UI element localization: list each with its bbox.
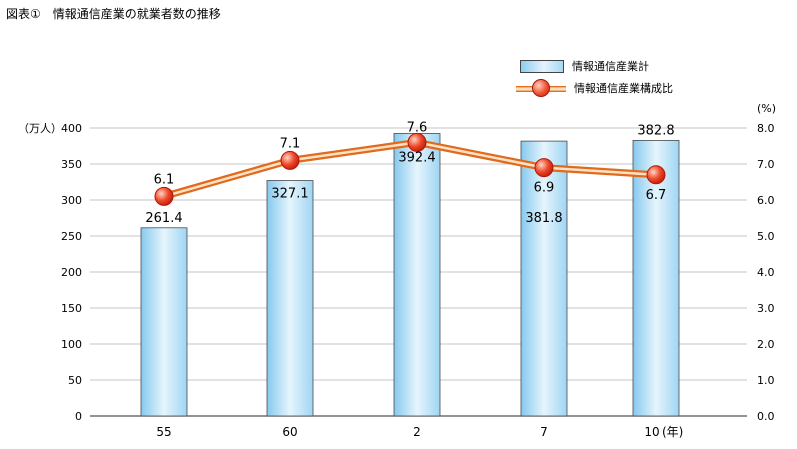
y-right-tick-label: 6.0: [757, 194, 775, 207]
y-left-tick-label: 0: [75, 410, 82, 423]
y-right-tick-label: 7.0: [757, 158, 775, 171]
x-tick-label: 2: [413, 425, 421, 439]
legend-label-bar: 情報通信産業計: [572, 60, 649, 73]
line-data-label: 7.6: [407, 120, 428, 135]
y-right-tick-label: 0.0: [757, 410, 775, 423]
legend-item-line: 情報通信産業構成比: [516, 79, 673, 97]
y-right-tick-label: 4.0: [757, 266, 775, 279]
bar-data-label: 392.4: [398, 150, 435, 165]
legend-item-bar: 情報通信産業計: [520, 58, 649, 74]
bar: [520, 140, 568, 417]
bar: [266, 180, 314, 417]
legend-bar-swatch: [520, 59, 564, 73]
chart-title: 図表① 情報通信産業の就業者数の推移: [6, 7, 221, 21]
y-right-unit: (%): [757, 102, 776, 115]
line-marker: [407, 132, 427, 152]
y-left-tick-label: 300: [61, 194, 82, 207]
y-left-tick-label: 250: [61, 230, 82, 243]
y-right-tick-label: 5.0: [757, 230, 775, 243]
line-data-label: 6.9: [534, 181, 555, 196]
bar: [632, 139, 680, 417]
y-left-tick-label: 400: [61, 122, 82, 135]
y-left-tick-label: 350: [61, 158, 82, 171]
y-right-tick-label: 8.0: [757, 122, 775, 135]
line-data-label: 7.1: [280, 136, 301, 151]
y-right-tick-label: 3.0: [757, 302, 775, 315]
y-right-tick-label: 1.0: [757, 374, 775, 387]
line-marker: [534, 158, 554, 178]
line-marker: [646, 165, 666, 185]
bar: [140, 227, 188, 417]
bar-data-label: 381.8: [525, 211, 562, 226]
line-data-label: 6.1: [154, 172, 175, 187]
y-left-tick-label: 150: [61, 302, 82, 315]
x-tick-label: 10: [644, 425, 659, 439]
line-data-label: 6.7: [646, 188, 667, 203]
y-left-tick-label: 50: [68, 374, 82, 387]
line-marker: [154, 186, 174, 206]
x-tick-label: 60: [282, 425, 297, 439]
bar: [393, 133, 441, 417]
legend-line-swatch: [516, 79, 566, 97]
bar-data-label: 327.1: [271, 186, 308, 201]
y-left-unit: （万人）: [18, 122, 62, 135]
x-tick-label: 7: [540, 425, 548, 439]
bar-data-label: 261.4: [145, 211, 182, 226]
x-unit: (年): [662, 425, 683, 439]
y-left-tick-label: 100: [61, 338, 82, 351]
y-right-tick-label: 2.0: [757, 338, 775, 351]
y-left-tick-label: 200: [61, 266, 82, 279]
legend-label-line: 情報通信産業構成比: [574, 82, 673, 95]
bar-data-label: 382.8: [637, 123, 674, 138]
line-marker: [280, 150, 300, 170]
x-tick-label: 55: [156, 425, 171, 439]
